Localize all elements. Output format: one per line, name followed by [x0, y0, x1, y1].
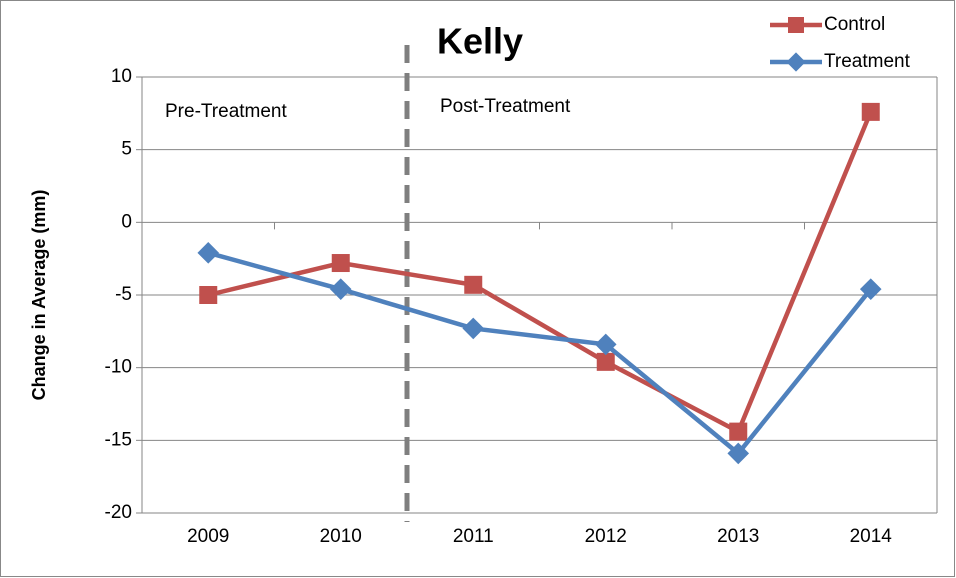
marker [727, 442, 750, 465]
y-tick-label: -20 [105, 502, 132, 523]
marker [786, 52, 806, 72]
x-tick-label: 2009 [187, 526, 229, 547]
annotation: Pre-Treatment [165, 101, 287, 122]
y-tick-label: -10 [105, 357, 132, 378]
marker [199, 286, 218, 304]
legend-label: Treatment [824, 51, 911, 72]
x-tick-label: 2010 [320, 526, 362, 547]
marker [729, 422, 748, 441]
chart-title: Kelly [437, 21, 523, 62]
y-tick-label: 10 [111, 66, 132, 87]
y-tick-label: 5 [121, 139, 132, 160]
y-tick-label: -15 [105, 429, 132, 450]
line [207, 250, 873, 457]
x-tick-label: 2014 [850, 526, 893, 547]
marker [462, 317, 485, 340]
marker [464, 275, 483, 294]
annotation: Post-Treatment [440, 96, 571, 117]
marker [331, 254, 350, 273]
line [207, 111, 873, 435]
y-tick-label: 0 [121, 211, 132, 232]
marker [329, 278, 352, 300]
marker [788, 17, 804, 33]
marker [197, 242, 220, 264]
marker [594, 333, 617, 356]
y-axis-label: Change in Average (mm) [29, 190, 49, 401]
y-tick-label: -5 [115, 284, 132, 305]
marker [861, 102, 880, 121]
x-tick-label: 2011 [453, 526, 494, 547]
legend-label: Control [824, 14, 885, 35]
x-tick-label: 2013 [717, 526, 759, 547]
x-tick-label: 2012 [585, 526, 627, 547]
marker [596, 352, 615, 371]
marker [859, 278, 882, 300]
